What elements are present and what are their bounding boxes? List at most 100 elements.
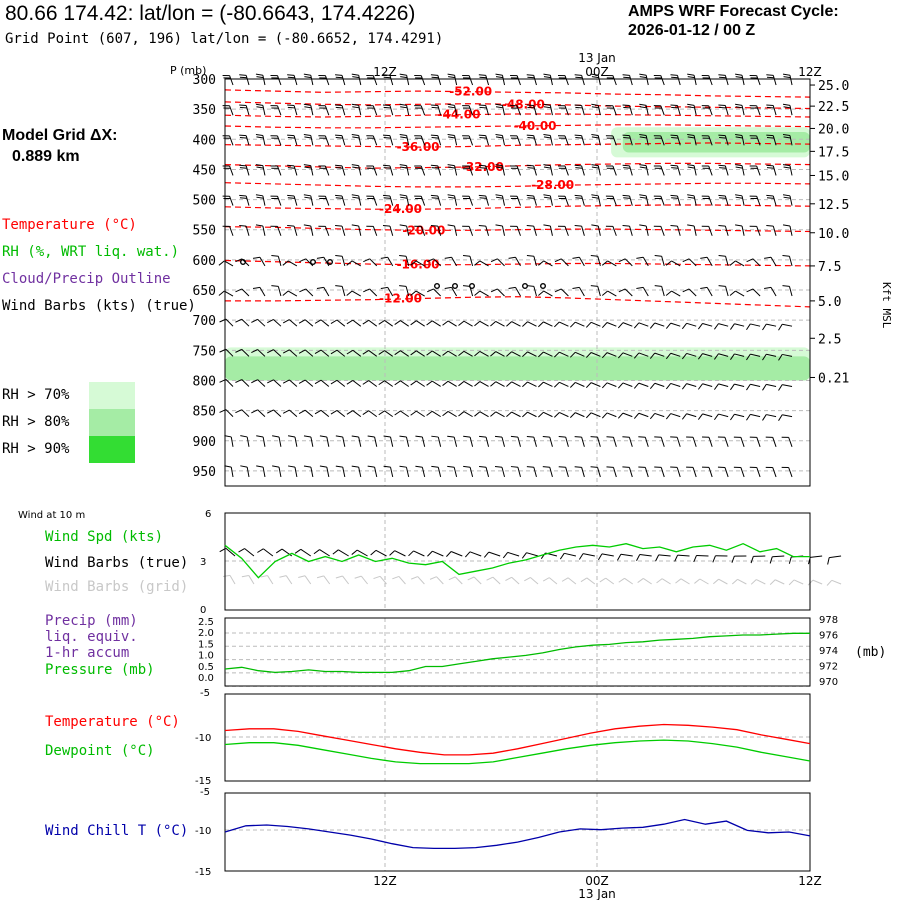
wind-barb-600-14-shaft [451,256,458,267]
wind-barb-700-25-flag-0 [617,322,624,329]
wind-barb-700-32-flag-0 [730,323,735,330]
wind-barb-350-25 [622,104,633,116]
wind-barb-300-21 [557,75,569,86]
wind-barb-700-16-flag-0 [474,320,481,327]
wind-barb-600-34-flag-0 [764,256,772,259]
wind-barb-950-35-shaft [788,467,793,478]
wind10m-barb-true-9-shaft [394,550,406,557]
wind-barb-650-17-flag-0 [490,288,498,293]
wind-barb-350-34-flag-1 [766,106,775,109]
wind-barb-300-12-shaft [420,75,426,86]
wind-barb-400-23-flag-1 [591,136,599,139]
wind-barb-350-22-flag-0 [574,104,582,107]
wind10m-barb-true-4 [294,548,312,557]
wind-barb-750-34-flag-0 [762,353,767,361]
wind-barb-300-1-flag-0 [239,74,247,76]
wind-barb-400-3 [270,135,282,146]
wind-barb-450-10 [382,164,394,176]
wind10m-barb-grid-20-flag-0 [599,577,606,583]
wind-barb-600-5-flag-0 [299,258,306,263]
wind-barb-700-1-flag-0 [235,318,242,323]
wind-barb-350-24-shaft [612,105,617,116]
wind-barb-700-26 [633,322,649,329]
wind-barb-450-23-shaft [597,165,601,176]
wind-barb-300-24-shaft [612,75,617,86]
wind10m-barb-grid-6 [335,575,350,585]
wind10m-barb-true-15-flag-0 [502,552,509,559]
temp-tick-5: -5 [200,688,210,699]
wind-barb-550-17-flag-0 [495,224,503,227]
wind-barb-400-8-shaft [358,135,362,146]
wind-barb-800-20-shaft [543,381,553,387]
wind-barb-650-15-flag-0 [462,285,471,287]
wind-barb-450-19 [526,164,537,176]
wind-barb-350-17-shaft [501,105,506,116]
wind-barb-850-27 [649,412,665,420]
wind10m-barb-true-6-flag-0 [332,549,339,555]
wind-barb-600-20-shaft [543,260,553,267]
wind-barb-700-7-shaft [336,319,346,327]
height-axis-label: Kft MSL [880,282,893,329]
wind-barb-700-15-flag-0 [458,320,465,326]
wind-barb-700-20-shaft [543,321,553,327]
wind-barb-700-18-flag-0 [506,321,512,327]
wind-barb-750-20-shaft [543,351,553,357]
wind-barb-450-20-flag-1 [543,166,551,169]
wind-barb-800-34-shaft [766,383,777,387]
wind-barb-800-9-flag-0 [362,380,369,385]
wind-barb-850-17 [490,411,505,418]
wind-barb-500-23-flag-1 [591,196,599,199]
wind-barb-350-8 [351,103,362,116]
wind-barb-600-12 [410,260,425,267]
wind-barb-300-4-flag-1 [287,76,295,79]
wind10m-barb-grid-7-shaft [360,575,368,585]
wind-barb-650-3-shaft [277,286,282,297]
wind10m-barb-true-13-shaft [469,551,482,557]
wind-barb-300-10 [382,74,394,86]
wind-barb-900-34-shaft [772,437,777,447]
wind-barb-600-1-flag-0 [235,258,243,263]
wind-barb-850-9-shaft [368,410,378,418]
wind-barb-850-27-shaft [654,412,665,418]
wind-barb-650-21-shaft [560,288,569,297]
wind-barb-650-5-shaft [305,288,314,297]
wind10m-barb-true-18-shaft [564,552,577,557]
wind-barb-800-13-shaft [431,380,441,387]
wind-barb-750-31 [713,353,729,360]
wind-barb-300-34-flag-0 [766,74,774,76]
wind-barb-750-5-shaft [304,349,314,357]
wind-barb-550-8-flag-0 [351,224,359,227]
wind10m-barb-grid-2-shaft [267,575,274,585]
wind-barb-800-3-flag-0 [267,379,274,384]
wind-barb-550-10 [382,225,394,236]
wind-barb-500-8-flag-1 [352,196,360,199]
wind-barb-350-6-shaft [324,105,330,116]
wind-barb-400-13 [430,134,442,146]
wind-barb-800-22 [569,382,585,388]
wind-barb-550-19-shaft [533,225,537,236]
wind-barb-450-29-shaft [693,165,697,176]
wind-barb-750-13-shaft [431,350,441,357]
wind-barb-900-12 [415,435,426,447]
wind-barb-450-30 [701,165,713,176]
wind-barb-600-24 [601,260,617,267]
wind-barb-650-18-flag-0 [508,286,516,289]
wind-barb-700-20-flag-0 [538,321,544,328]
wind-barb-800-18-shaft [511,381,521,387]
wind-barb-350-28 [670,104,681,116]
wind-barb-300-2-shaft [262,75,266,86]
wind-barb-600-23-shaft [597,256,601,267]
wind-barb-550-26 [639,224,649,236]
wind-barb-550-12 [414,225,426,236]
wind-barb-550-8 [351,224,362,236]
wind-barb-500-35 [782,194,793,206]
wind-barb-650-1-shaft [241,288,250,297]
wind-barb-800-13-flag-0 [426,380,433,386]
wind-barb-650-2 [252,286,266,297]
wind-barb-800-20-flag-0 [538,381,544,388]
wind10m-barb-true-14-flag-0 [483,551,490,558]
wind-barb-400-19 [526,134,537,146]
wind10m-barb-true-7 [351,549,368,557]
wind-barb-500-1-flag-1 [239,197,247,199]
wind-barb-500-16 [478,194,490,206]
